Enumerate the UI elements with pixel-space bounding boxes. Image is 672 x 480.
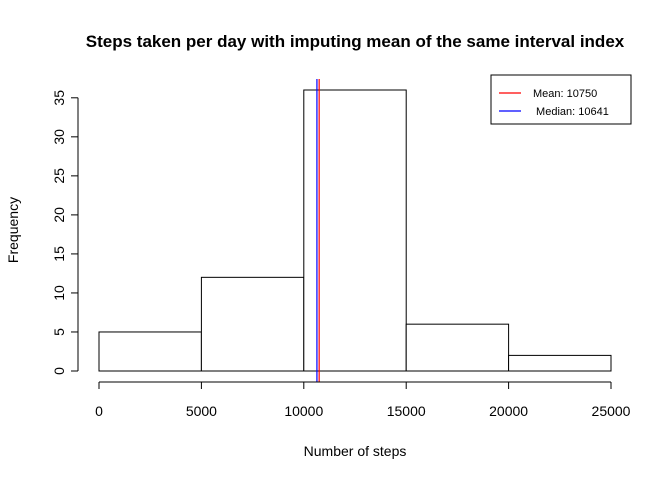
y-tick-label: 0 [51,367,67,375]
x-axis: 0 5000 10000 15000 20000 25000 [95,381,631,419]
x-tick-label: 10000 [284,403,323,419]
x-tick-label: 0 [95,403,103,419]
x-tick-label: 20000 [489,403,528,419]
histogram-bar-3 [303,89,407,372]
y-axis-label: Frequency [5,197,21,263]
y-tick-label: 5 [51,328,67,336]
chart-title: Steps taken per day with imputing mean o… [86,32,625,51]
histogram-bar-1 [98,331,202,372]
histogram-bar-4 [405,323,510,372]
y-tick-label: 30 [51,129,67,145]
y-tick-label: 35 [51,90,67,106]
y-axis: 0 5 10 15 20 25 30 35 [51,90,79,375]
legend-label: Median: 10641 [533,106,609,118]
y-tick-label: 20 [51,207,67,223]
y-tick-label: 10 [51,285,67,301]
x-tick-label: 15000 [387,403,426,419]
bars-group [98,89,612,372]
x-tick-label: 5000 [186,403,217,419]
x-axis-label: Number of steps [304,443,407,459]
legend: Mean: 10750 Median: 10641 [490,74,632,125]
histogram-bar-2 [200,276,305,372]
y-tick-label: 15 [51,246,67,262]
reference-lines-group [316,79,320,382]
x-tick-label: 25000 [592,403,631,419]
y-tick-label: 25 [51,168,67,184]
histogram-bar-5 [508,354,612,372]
legend-box [490,74,632,125]
legend-label: Mean: 10750 [533,88,597,100]
